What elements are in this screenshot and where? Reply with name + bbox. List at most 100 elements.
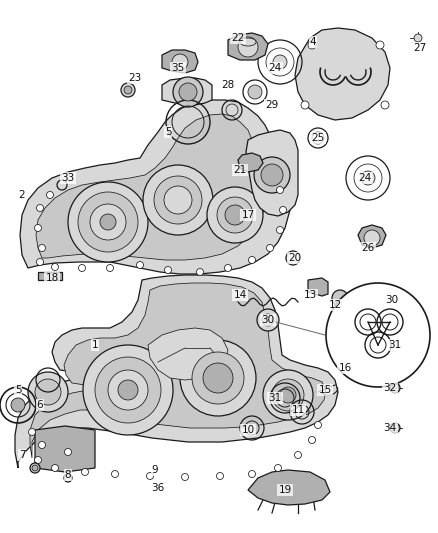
Circle shape bbox=[46, 191, 53, 198]
Circle shape bbox=[248, 471, 255, 478]
Circle shape bbox=[64, 474, 72, 482]
Circle shape bbox=[364, 230, 380, 246]
Text: 26: 26 bbox=[361, 243, 374, 253]
Circle shape bbox=[414, 34, 422, 42]
Polygon shape bbox=[30, 283, 326, 458]
Text: 2: 2 bbox=[19, 190, 25, 200]
Text: 19: 19 bbox=[279, 485, 292, 495]
Circle shape bbox=[32, 465, 38, 471]
Circle shape bbox=[238, 37, 258, 57]
Circle shape bbox=[314, 422, 321, 429]
Text: 20: 20 bbox=[289, 253, 301, 263]
Circle shape bbox=[308, 437, 315, 443]
Circle shape bbox=[112, 471, 119, 478]
Text: 22: 22 bbox=[231, 33, 245, 43]
Polygon shape bbox=[162, 50, 198, 73]
Circle shape bbox=[30, 463, 40, 473]
Circle shape bbox=[146, 472, 153, 480]
Circle shape bbox=[286, 251, 300, 265]
Text: 30: 30 bbox=[261, 315, 275, 325]
Circle shape bbox=[332, 290, 348, 306]
Text: 13: 13 bbox=[304, 290, 317, 300]
Circle shape bbox=[36, 205, 43, 212]
Text: 35: 35 bbox=[171, 63, 185, 73]
Circle shape bbox=[179, 83, 197, 101]
Circle shape bbox=[39, 441, 46, 448]
Polygon shape bbox=[148, 328, 228, 380]
Polygon shape bbox=[20, 100, 290, 274]
Circle shape bbox=[124, 86, 132, 94]
Text: 18: 18 bbox=[46, 273, 59, 283]
Circle shape bbox=[83, 345, 173, 435]
Circle shape bbox=[35, 456, 42, 464]
Text: 25: 25 bbox=[311, 133, 325, 143]
Text: 10: 10 bbox=[241, 425, 254, 435]
Text: 32: 32 bbox=[383, 383, 397, 393]
Polygon shape bbox=[248, 470, 330, 505]
Circle shape bbox=[279, 206, 286, 214]
Circle shape bbox=[257, 309, 279, 331]
Circle shape bbox=[95, 357, 161, 423]
Circle shape bbox=[180, 340, 256, 416]
Text: 21: 21 bbox=[233, 165, 247, 175]
Polygon shape bbox=[238, 153, 263, 172]
Text: 17: 17 bbox=[241, 210, 254, 220]
Circle shape bbox=[35, 224, 42, 231]
Circle shape bbox=[276, 187, 283, 193]
Circle shape bbox=[52, 464, 59, 472]
Circle shape bbox=[35, 379, 61, 405]
Text: 9: 9 bbox=[152, 465, 158, 475]
Circle shape bbox=[68, 182, 148, 262]
Text: 8: 8 bbox=[65, 470, 71, 480]
Circle shape bbox=[181, 473, 188, 481]
Text: 16: 16 bbox=[339, 363, 352, 373]
Circle shape bbox=[254, 157, 290, 193]
Text: 7: 7 bbox=[19, 450, 25, 460]
Circle shape bbox=[108, 370, 148, 410]
Circle shape bbox=[78, 264, 85, 271]
Text: 6: 6 bbox=[37, 400, 43, 410]
Circle shape bbox=[78, 192, 138, 252]
Circle shape bbox=[11, 398, 25, 412]
Circle shape bbox=[64, 448, 71, 456]
Polygon shape bbox=[36, 114, 268, 260]
Text: 34: 34 bbox=[383, 423, 397, 433]
Circle shape bbox=[225, 264, 232, 271]
Text: 31: 31 bbox=[389, 340, 402, 350]
Text: 28: 28 bbox=[221, 80, 235, 90]
Circle shape bbox=[143, 165, 213, 235]
Circle shape bbox=[381, 101, 389, 109]
Circle shape bbox=[225, 205, 245, 225]
Polygon shape bbox=[162, 78, 212, 105]
Circle shape bbox=[294, 451, 301, 458]
Circle shape bbox=[276, 227, 283, 233]
Circle shape bbox=[275, 464, 282, 472]
Polygon shape bbox=[295, 28, 390, 120]
Circle shape bbox=[172, 54, 188, 70]
Text: 5: 5 bbox=[165, 127, 171, 137]
Circle shape bbox=[390, 423, 400, 433]
Circle shape bbox=[216, 472, 223, 480]
Circle shape bbox=[203, 363, 233, 393]
Circle shape bbox=[261, 164, 283, 186]
Text: 31: 31 bbox=[268, 393, 282, 403]
Polygon shape bbox=[246, 130, 298, 216]
Text: 4: 4 bbox=[310, 37, 316, 47]
Circle shape bbox=[376, 41, 384, 49]
Text: 12: 12 bbox=[328, 300, 342, 310]
Circle shape bbox=[248, 85, 262, 99]
Text: 14: 14 bbox=[233, 290, 247, 300]
Text: 15: 15 bbox=[318, 385, 332, 395]
Circle shape bbox=[36, 259, 43, 265]
Circle shape bbox=[217, 197, 253, 233]
Circle shape bbox=[308, 41, 316, 49]
Circle shape bbox=[361, 171, 375, 185]
Circle shape bbox=[118, 380, 138, 400]
Circle shape bbox=[263, 370, 313, 420]
Text: 29: 29 bbox=[265, 100, 279, 110]
Text: 36: 36 bbox=[152, 483, 165, 493]
Circle shape bbox=[28, 429, 35, 435]
Text: 33: 33 bbox=[61, 173, 74, 183]
Ellipse shape bbox=[240, 38, 256, 46]
Polygon shape bbox=[15, 275, 338, 468]
